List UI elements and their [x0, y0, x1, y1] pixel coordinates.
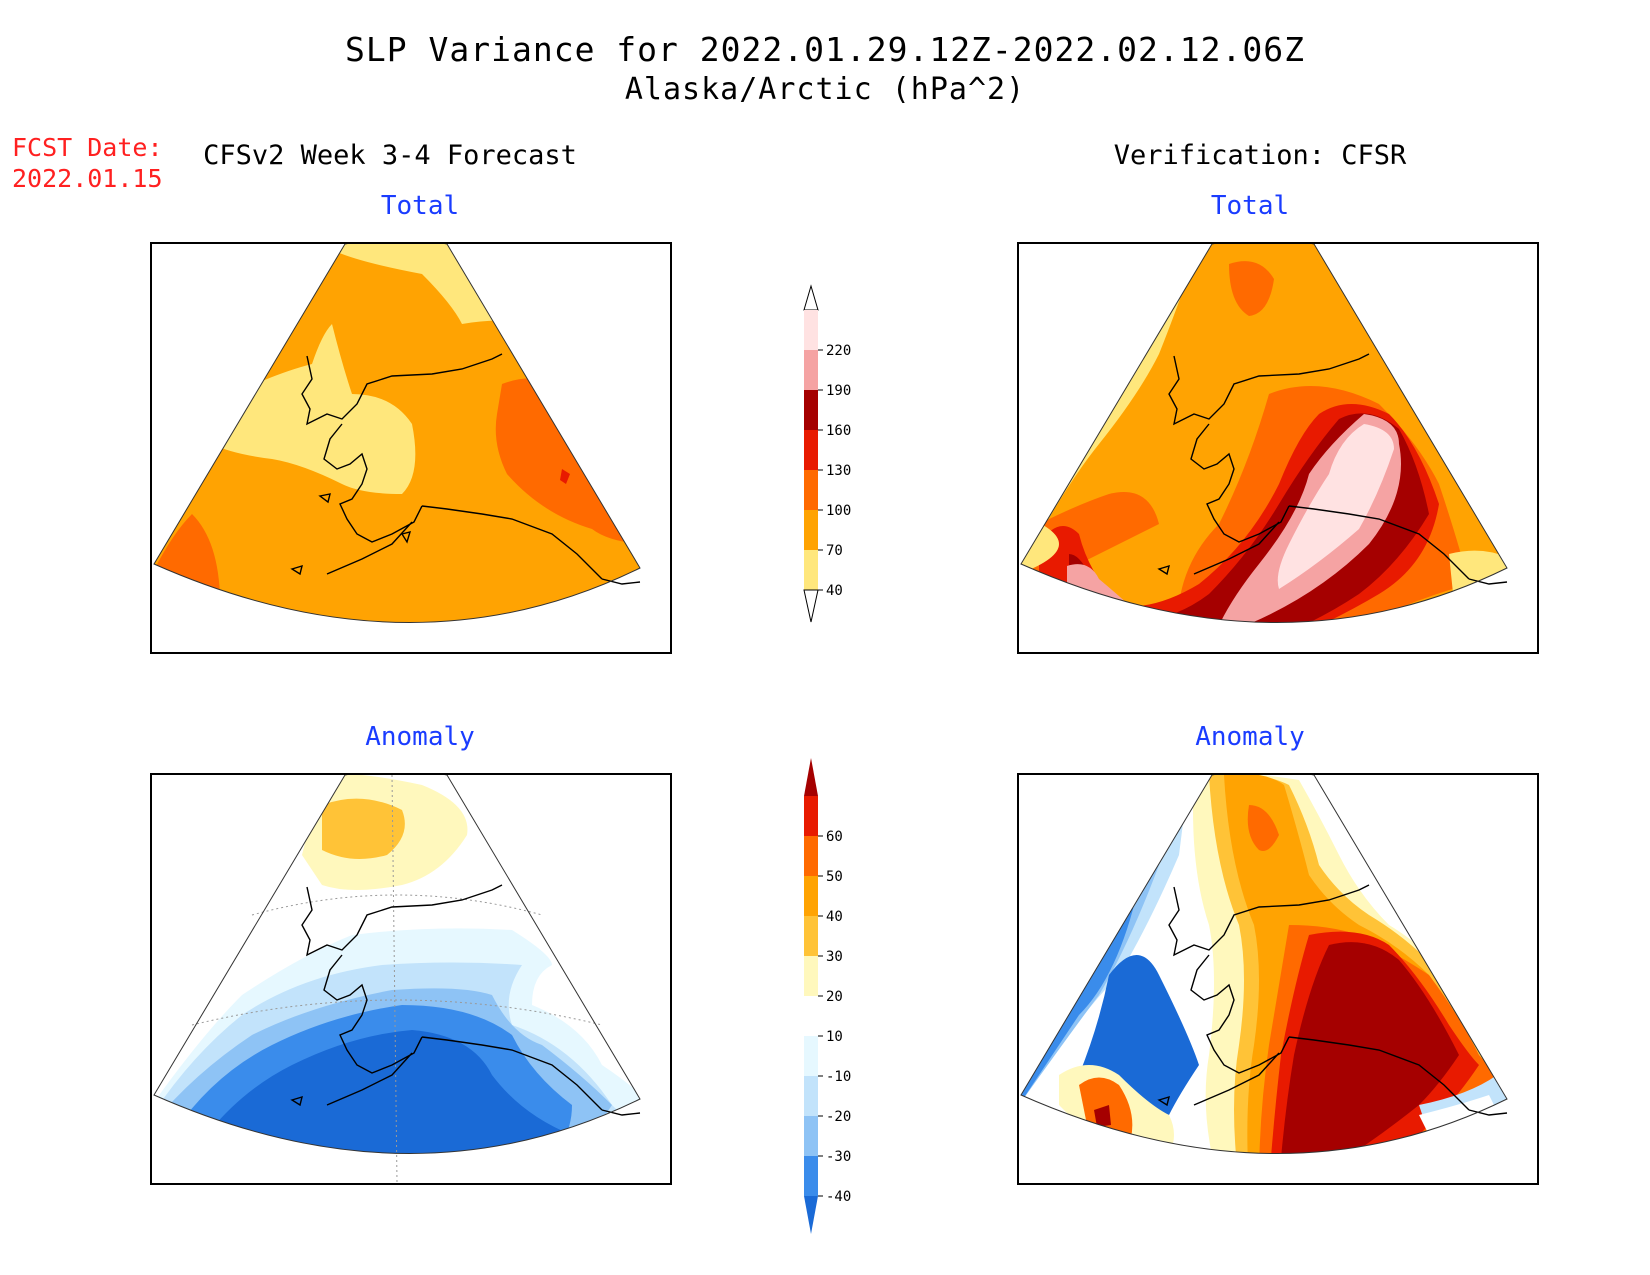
colorbar-tick-label: 130 — [826, 463, 851, 479]
sector-outline — [153, 775, 641, 1154]
colorbar-box — [804, 1036, 818, 1076]
colorbar-box — [804, 310, 818, 350]
forecast-column-header: CFSv2 Week 3-4 Forecast — [203, 140, 577, 171]
coastline — [1157, 353, 1508, 585]
coastline — [290, 353, 641, 585]
forecast-date-value: 2022.01.15 — [12, 164, 163, 193]
coastline — [290, 884, 641, 1116]
colorbar-tick-label: -40 — [826, 1189, 851, 1205]
verification-anomaly-map — [1017, 773, 1539, 1185]
colorbar-box — [804, 956, 818, 996]
colorbar-tick-label: -10 — [826, 1069, 851, 1085]
colorbar-box — [804, 430, 818, 470]
forecast-anomaly-title: Anomaly — [365, 722, 475, 752]
colorbar-box — [804, 1076, 818, 1116]
colorbar-tick-label: 100 — [826, 503, 851, 519]
colorbar-box — [804, 470, 818, 510]
graticule — [191, 775, 603, 1183]
colorbar-tick-label: 40 — [826, 909, 843, 925]
colorbar-box — [804, 350, 818, 390]
sector-outline — [153, 244, 641, 623]
figure-title: SLP Variance for 2022.01.29.12Z-2022.02.… — [345, 30, 1305, 69]
colorbar-tick-label: -20 — [826, 1109, 851, 1125]
total-colorbar: 40 70 100 130 160 190 220 — [803, 284, 851, 623]
colorbar-tick-label: 20 — [826, 989, 843, 1005]
verification-total-title: Total — [1210, 191, 1290, 221]
sector-outline — [1020, 775, 1508, 1154]
colorbar-box — [804, 876, 818, 916]
colorbar-tick-label: 40 — [826, 583, 843, 599]
colorbar-tick-label: 30 — [826, 949, 843, 965]
colorbar-top-arrow — [803, 284, 819, 311]
forecast-total-field — [154, 244, 640, 623]
colorbar-tick-label: 190 — [826, 383, 851, 399]
forecast-total-title: Total — [380, 191, 460, 221]
anomaly-colorbar: -40 -30 -20 -10 10 20 30 40 50 60 — [804, 758, 851, 1234]
colorbar-box — [804, 916, 818, 956]
colorbar-tick-label: 10 — [826, 1029, 843, 1045]
colorbar-box — [804, 836, 818, 876]
forecast-total-map — [150, 242, 672, 654]
colorbar-box — [804, 390, 818, 430]
sector-outline — [1020, 244, 1508, 623]
verification-column-header: Verification: CFSR — [1113, 140, 1407, 171]
colorbar-box — [804, 796, 818, 836]
colorbar-tick-label: 60 — [826, 829, 843, 845]
forecast-anomaly-field — [154, 775, 640, 1154]
verification-anomaly-title: Anomaly — [1195, 722, 1305, 752]
colorbar-bottom-arrow — [803, 589, 819, 623]
verification-anomaly-field — [1021, 775, 1507, 1154]
colorbar-bottom-arrow — [804, 1196, 818, 1234]
colorbar-box — [804, 510, 818, 550]
colorbar-tick-label: -30 — [826, 1149, 851, 1165]
colorbar-box — [804, 1156, 818, 1196]
colorbar-tick-label: 160 — [826, 423, 851, 439]
colorbar-box — [804, 550, 818, 590]
verification-total-map — [1017, 242, 1539, 654]
colorbar-box — [804, 996, 818, 1036]
coastline — [1157, 884, 1508, 1116]
colorbar-tick-label: 220 — [826, 343, 851, 359]
verification-total-field — [1021, 244, 1507, 623]
colorbar-tick-label: 50 — [826, 869, 843, 885]
colorbar-box — [804, 1116, 818, 1156]
figure-subtitle: Alaska/Arctic (hPa^2) — [624, 72, 1026, 107]
forecast-date-label: FCST Date: — [12, 133, 163, 162]
colorbar-top-arrow — [804, 758, 818, 796]
forecast-anomaly-map — [150, 773, 672, 1185]
colorbar-tick-label: 70 — [826, 543, 843, 559]
